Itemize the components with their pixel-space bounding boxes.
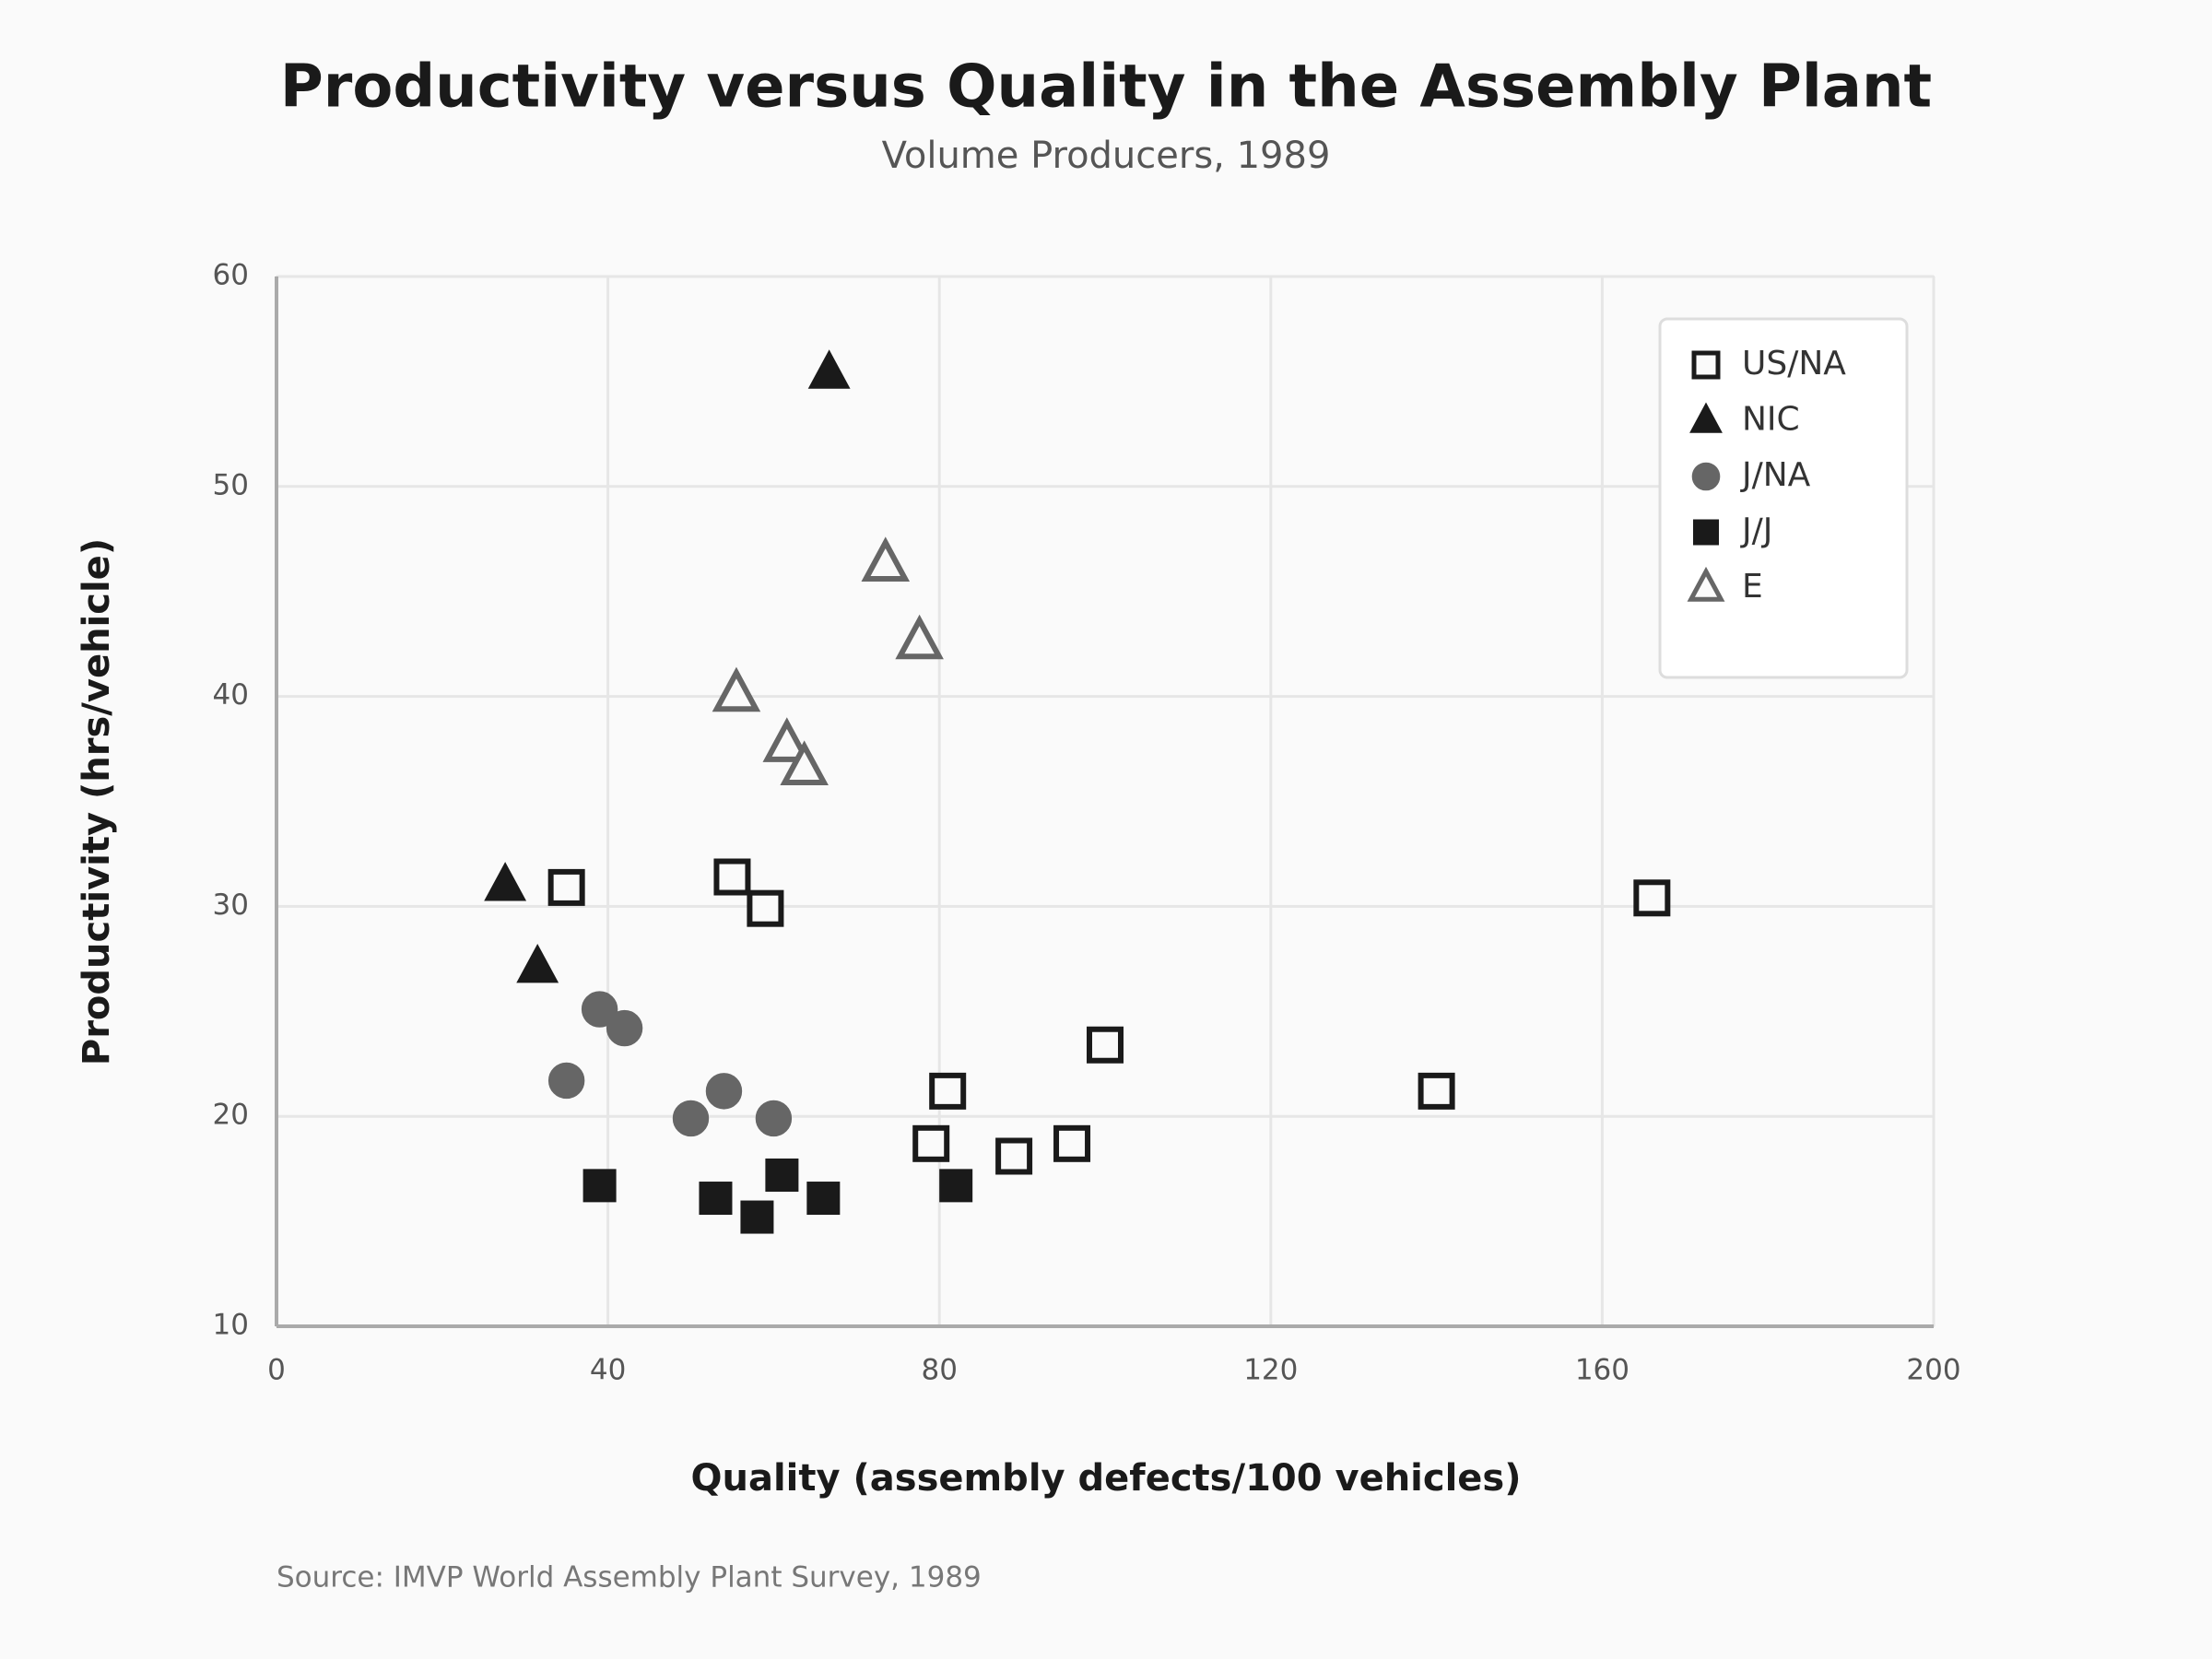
marker-square — [747, 889, 784, 927]
marker-square — [1633, 879, 1671, 917]
marker-square — [713, 858, 751, 896]
y-tick-label: 50 — [213, 468, 249, 501]
marker-square — [765, 1158, 799, 1192]
marker-circle — [672, 1100, 710, 1137]
marker-square — [1053, 1124, 1091, 1162]
x-tick-label: 160 — [1575, 1354, 1630, 1387]
marker-circle — [1691, 462, 1721, 491]
y-tick-label: 30 — [213, 888, 249, 922]
marker-square — [1691, 350, 1721, 380]
marker-triangle — [780, 740, 829, 785]
marker-circle — [581, 991, 618, 1028]
marker-circle — [547, 1062, 585, 1100]
marker-square — [1418, 1072, 1455, 1110]
marker-triangle — [516, 943, 559, 983]
x-tick-label: 120 — [1243, 1354, 1298, 1387]
y-axis-label: Productivity (hrs/vehicle) — [76, 538, 118, 1065]
chart-title: Productivity versus Quality in the Assem… — [280, 53, 1932, 122]
marker-triangle — [484, 862, 527, 901]
marker-square — [806, 1182, 841, 1216]
marker-triangle — [712, 666, 761, 712]
legend-label: E — [1742, 568, 1763, 606]
marker-circle — [705, 1073, 743, 1110]
y-tick-label: 40 — [213, 678, 249, 712]
marker-triangle — [807, 349, 851, 389]
marker-circle — [606, 1009, 643, 1047]
marker-triangle — [895, 614, 944, 660]
marker-square — [929, 1072, 967, 1110]
x-tick-label: 40 — [590, 1354, 626, 1387]
x-tick-label: 0 — [267, 1354, 286, 1387]
marker-square — [939, 1169, 973, 1203]
marker-square — [547, 868, 585, 906]
legend-label: J/NA — [1740, 456, 1811, 494]
legend-label: US/NA — [1742, 345, 1846, 382]
legend-box — [1658, 317, 1909, 679]
marker-triangle — [1687, 566, 1725, 602]
x-tick-label: 200 — [1906, 1354, 1960, 1387]
marker-triangle — [861, 536, 911, 582]
x-axis-label: Quality (assembly defects/100 vehicles) — [690, 1457, 1521, 1500]
chart-subtitle: Volume Producers, 1989 — [882, 135, 1331, 177]
marker-square — [699, 1182, 733, 1216]
y-tick-label: 10 — [213, 1309, 249, 1342]
marker-square — [1087, 1026, 1124, 1064]
legend-label: NIC — [1742, 401, 1800, 439]
marker-triangle — [762, 717, 812, 762]
plot-area — [276, 276, 1935, 1327]
marker-triangle — [1689, 402, 1723, 433]
marker-circle — [755, 1100, 793, 1137]
marker-square — [1693, 519, 1719, 546]
marker-square — [912, 1124, 950, 1162]
y-tick-label: 60 — [213, 259, 249, 292]
y-tick-label: 20 — [213, 1099, 249, 1132]
source-note: Source: IMVP World Assembly Plant Survey… — [276, 1561, 982, 1594]
legend-label: J/J — [1740, 512, 1772, 550]
marker-square — [740, 1200, 774, 1234]
marker-square — [582, 1169, 617, 1203]
x-tick-label: 80 — [921, 1354, 957, 1387]
marker-square — [995, 1137, 1033, 1175]
